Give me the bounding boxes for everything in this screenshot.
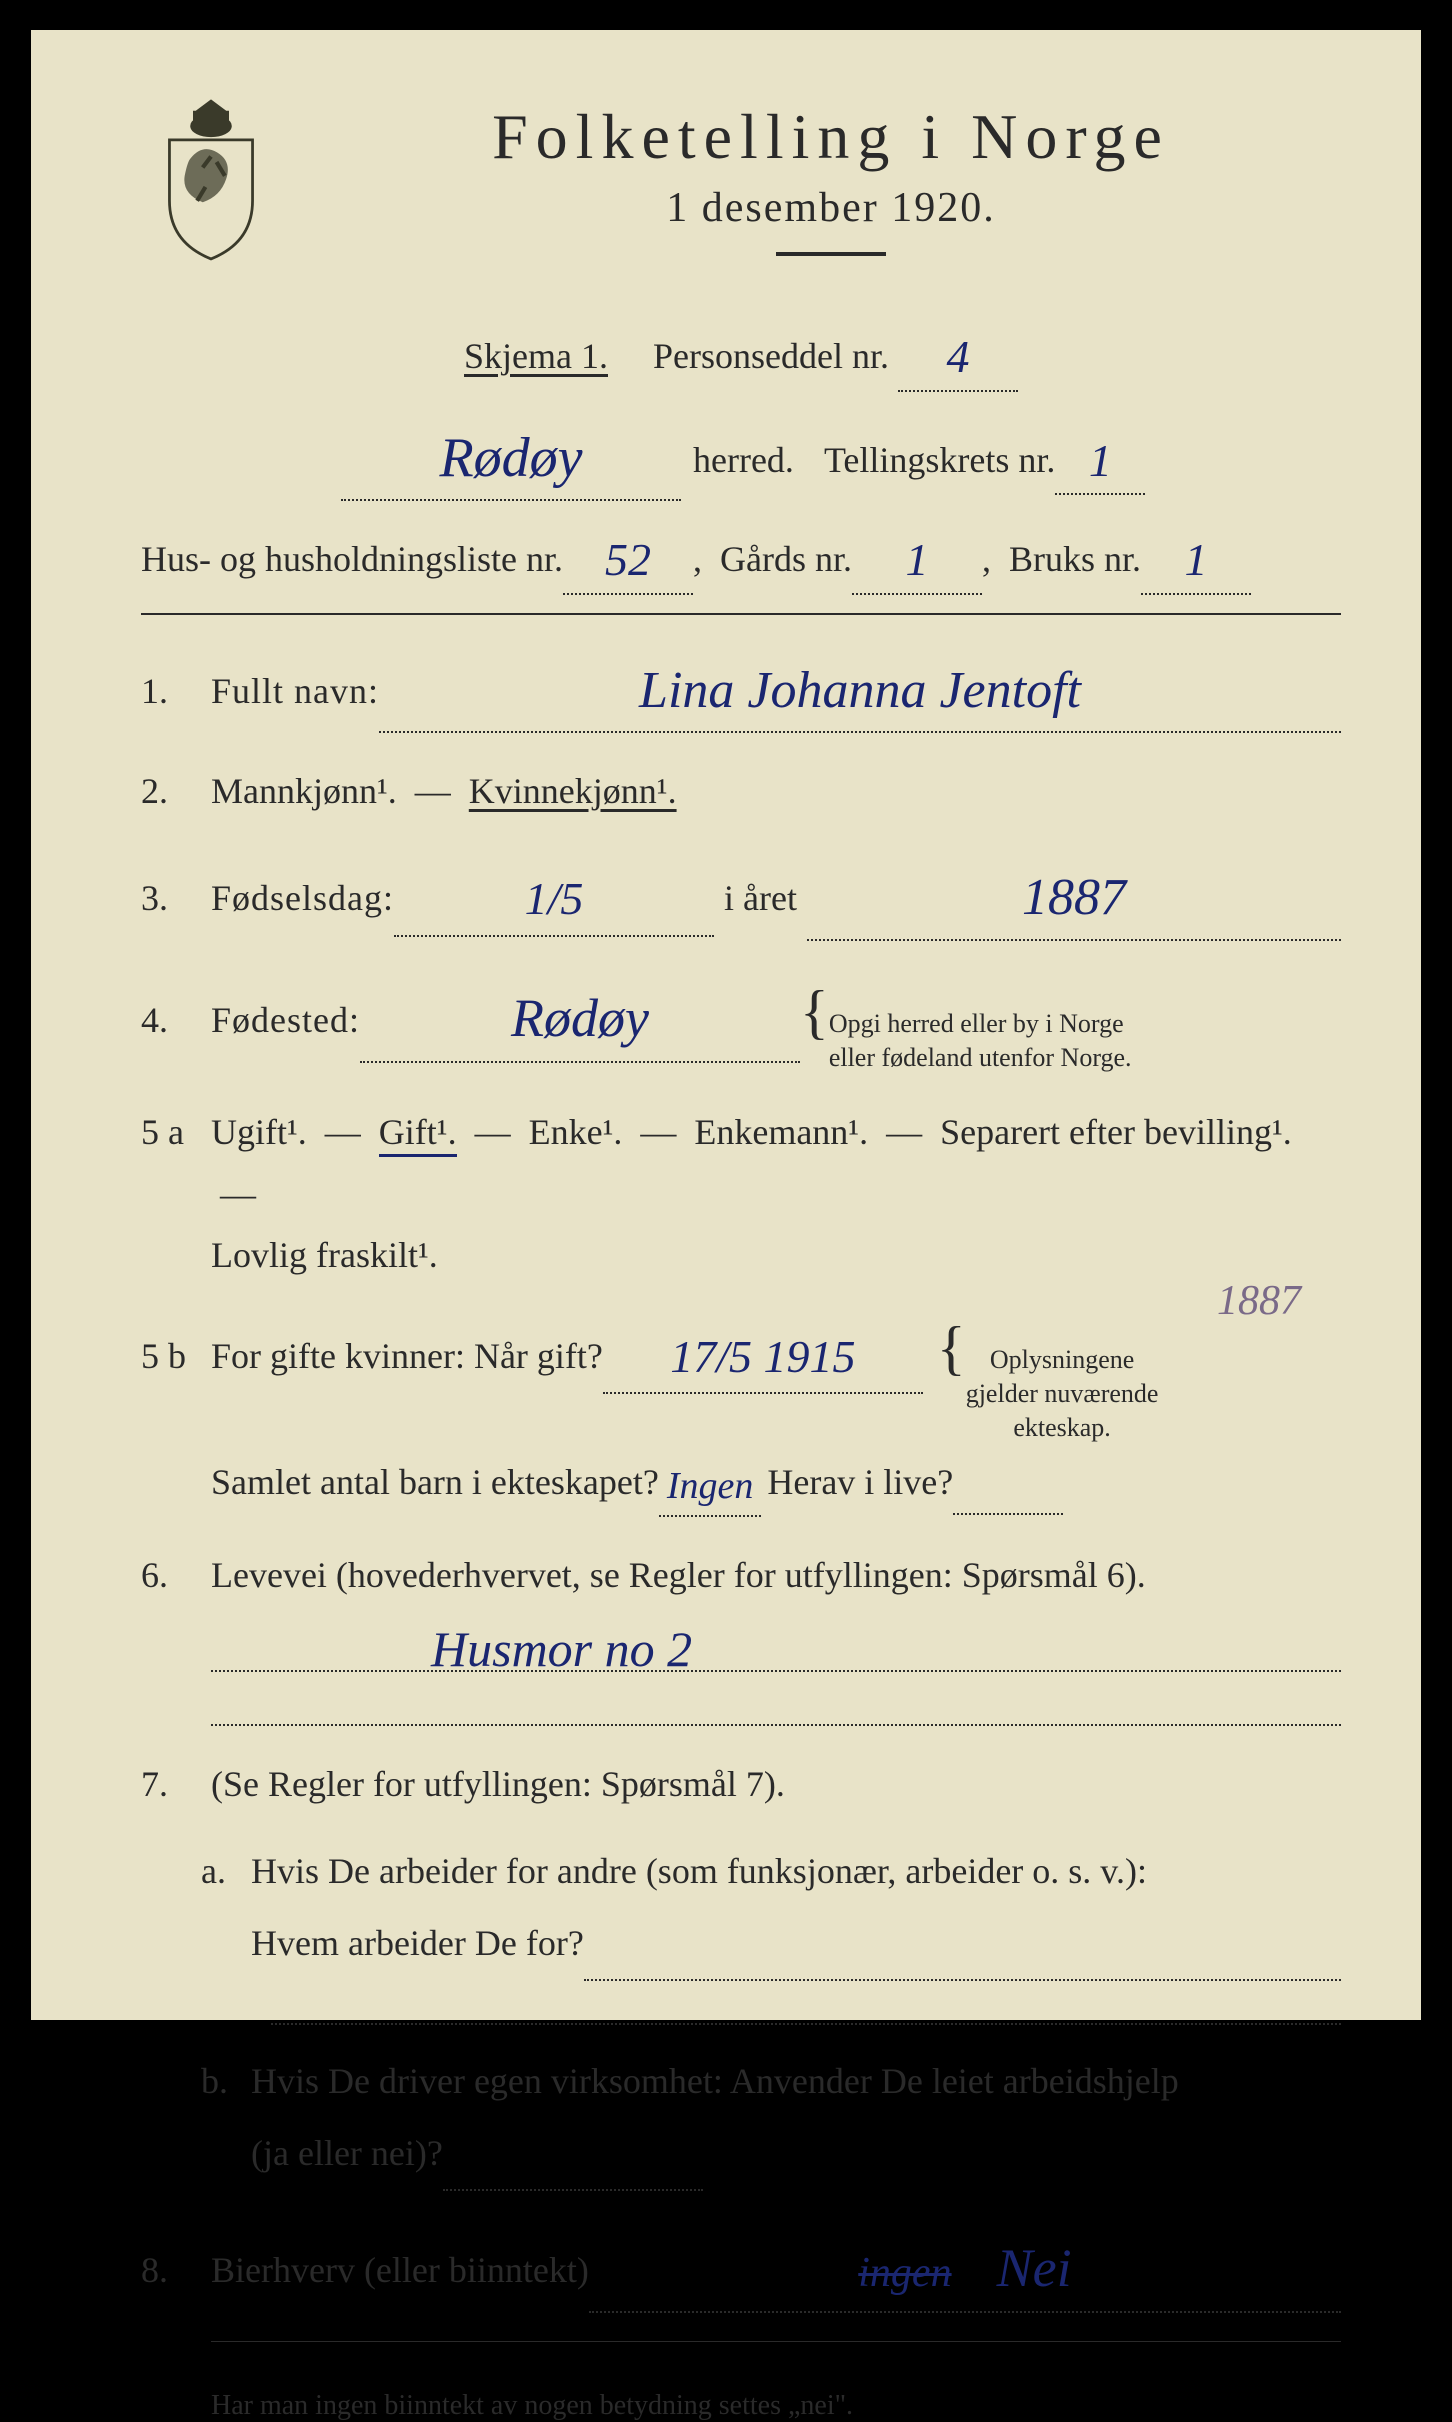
q5a-num: 5 a [141, 1102, 211, 1163]
q7-num: 7. [141, 1754, 211, 1815]
q5a-line2: Lovlig fraskilt¹. [211, 1235, 438, 1275]
q5b-num: 5 b [141, 1326, 211, 1387]
q7a-text1: Hvis De arbeider for andre (som funksjon… [251, 1835, 1147, 1907]
personseddel-label: Personseddel nr. [653, 336, 889, 376]
q3-row: 3. Fødselsdag: 1/5 i året 1887 [141, 850, 1341, 940]
bruks-nr: 1 [1185, 534, 1208, 585]
q8-struck: ingen [858, 2250, 951, 2296]
q7b-text2: (ja eller nei)? [251, 2117, 443, 2189]
q6-num: 6. [141, 1545, 211, 1606]
brace-icon: { [800, 988, 829, 1036]
q5b-row: 5 b 1887 For gifte kvinner: Når gift? 17… [141, 1314, 1341, 1517]
q5b-label1: For gifte kvinner: Når gift? [211, 1326, 603, 1387]
meta-husliste-line: Hus- og husholdningsliste nr. 52 , Gårds… [141, 519, 1341, 595]
q5a-row: 5 a Ugift¹. — Gift¹. — Enke¹. — Enkemann… [141, 1102, 1341, 1286]
herred-label: herred. [681, 432, 806, 490]
q7-label: (Se Regler for utfyllingen: Spørsmål 7). [211, 1754, 785, 1815]
herred-value: Rødøy [439, 427, 582, 489]
q1-value: Lina Johanna Jentoft [639, 662, 1081, 719]
q6-answer: Husmor no 2 [431, 1621, 692, 1677]
meta-herred-line: Rødøy herred. Tellingskrets nr. 1 [141, 410, 1341, 502]
tellingskrets-nr: 1 [1089, 435, 1112, 486]
q6-label: Levevei (hovederhvervet, se Regler for u… [211, 1555, 1146, 1595]
q5a-opt-0: Ugift¹. [211, 1112, 307, 1152]
q4-num: 4. [141, 990, 211, 1051]
footnote-divider [211, 2341, 1341, 2342]
q4-value: Rødøy [511, 988, 649, 1048]
q5a-opt-1: Gift¹. [379, 1112, 457, 1157]
q5b-year-annotation: 1887 [1217, 1266, 1301, 1337]
bruks-label: Bruks nr. [1009, 531, 1141, 589]
q5a-opt-3: Enkemann¹. [694, 1112, 868, 1152]
meta-skjema-line: Skjema 1. Personseddel nr. 4 [141, 316, 1341, 392]
tellingskrets-label: Tellingskrets nr. [824, 432, 1055, 490]
q4-label: Fødested: [211, 990, 360, 1051]
q4-note: Opgi herred eller by i Norge eller fødel… [829, 1007, 1132, 1075]
q8-num: 8. [141, 2240, 211, 2301]
skjema-label: Skjema 1. [464, 336, 608, 376]
q3-year: 1887 [1022, 869, 1126, 926]
q7a-text2: Hvem arbeider De for? [251, 1907, 584, 1979]
q5a-opt-4: Separert efter bevilling¹. [940, 1112, 1292, 1152]
title-rule [776, 252, 886, 256]
husliste-label: Hus- og husholdningsliste nr. [141, 531, 563, 589]
title-block: Folketelling i Norge 1 desember 1920. [321, 90, 1341, 286]
q5b-label2a: Samlet antal barn i ekteskapet? [211, 1452, 659, 1513]
q3-num: 3. [141, 868, 211, 929]
q4-row: 4. Fødested: Rødøy { Opgi herred eller b… [141, 969, 1341, 1075]
husliste-nr: 52 [605, 534, 651, 585]
q7b-text1: Hvis De driver egen virksomhet: Anvender… [251, 2045, 1179, 2117]
q5b-note: Oplysningene gjelder nuværende ekteskap. [966, 1343, 1159, 1444]
q3-label: Fødselsdag: [211, 868, 394, 929]
q3-day: 1/5 [525, 873, 584, 924]
brace-icon: { [937, 1324, 966, 1372]
q6-answer-line2 [211, 1682, 1341, 1726]
q2-row: 2. Mannkjønn¹. — Kvinnekjønn¹. [141, 761, 1341, 822]
q7a-label: a. [201, 1835, 251, 1907]
q6-answer-line: Husmor no 2 [211, 1616, 1341, 1672]
divider [141, 613, 1341, 615]
q5a-opt-2: Enke¹. [529, 1112, 623, 1152]
q2-num: 2. [141, 761, 211, 822]
q7-row: 7. (Se Regler for utfyllingen: Spørsmål … [141, 1754, 1341, 2191]
q1-num: 1. [141, 661, 211, 722]
q8-label: Bierhverv (eller biinntekt) [211, 2240, 589, 2301]
gards-nr: 1 [906, 534, 929, 585]
q5b-children: Ingen [667, 1465, 754, 1507]
q1-label: Fullt navn: [211, 661, 379, 722]
q8-row: 8. Bierhverv (eller biinntekt) ingen Nei [141, 2219, 1341, 2313]
coat-of-arms-icon [141, 90, 281, 270]
q1-row: 1. Fullt navn: Lina Johanna Jentoft [141, 643, 1341, 733]
q5b-married: 17/5 1915 [670, 1331, 855, 1382]
q8-value: Nei [997, 2238, 1072, 2298]
page-subtitle: 1 desember 1920. [321, 184, 1341, 232]
q6-row: 6. Levevei (hovederhvervet, se Regler fo… [141, 1545, 1341, 1606]
page-title: Folketelling i Norge [321, 100, 1341, 174]
q3-mid: i året [714, 868, 807, 929]
gards-label: Gårds nr. [720, 531, 852, 589]
census-form-page: Folketelling i Norge 1 desember 1920. Sk… [31, 30, 1421, 2020]
q2-opt1: Mannkjønn¹. [211, 771, 397, 811]
q2-opt2: Kvinnekjønn¹. [469, 771, 677, 811]
q7b-label: b. [201, 2045, 251, 2117]
personseddel-nr: 4 [946, 331, 969, 382]
q7a-blank-line [271, 1981, 1341, 2025]
header: Folketelling i Norge 1 desember 1920. [141, 90, 1341, 286]
footnote: Har man ingen biinntekt av nogen betydni… [211, 2372, 1341, 2422]
q5b-label2b: Herav i live? [761, 1452, 953, 1513]
